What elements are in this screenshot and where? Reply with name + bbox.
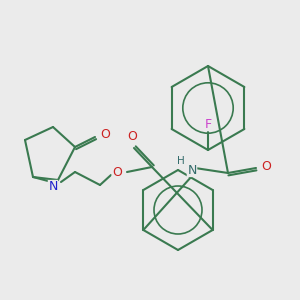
Text: F: F: [204, 118, 211, 130]
Text: O: O: [127, 130, 137, 143]
Text: N: N: [48, 181, 58, 194]
Text: O: O: [261, 160, 271, 172]
Text: O: O: [112, 167, 122, 179]
Text: O: O: [100, 128, 110, 140]
Text: N: N: [187, 164, 197, 176]
Text: H: H: [177, 156, 185, 166]
